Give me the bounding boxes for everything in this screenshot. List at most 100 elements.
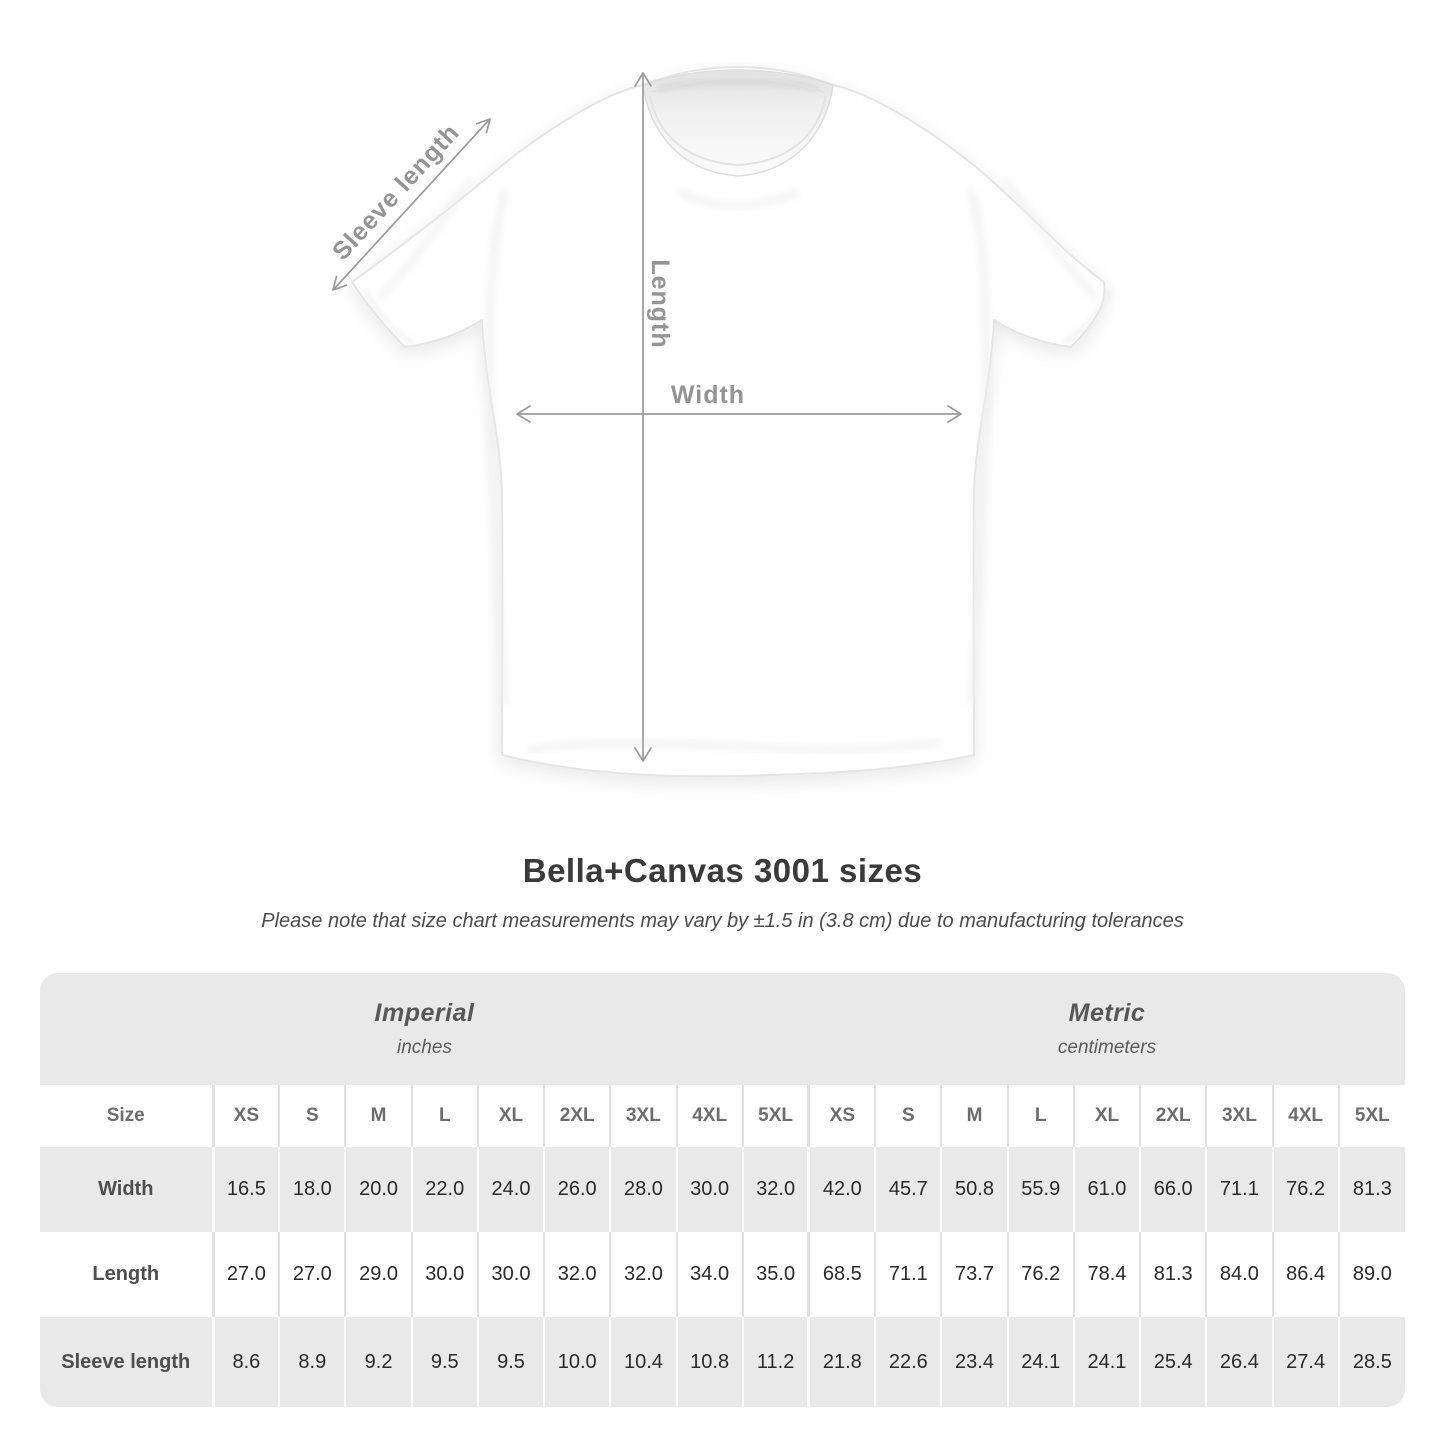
cell-length-metric-xs: 68.5 (807, 1232, 876, 1317)
cell-length-imperial-m: 29.0 (344, 1232, 412, 1317)
size-chart-table: Imperial inches Metric centimeters Size … (40, 973, 1405, 1407)
size-col-metric-4xl: 4XL (1271, 1085, 1339, 1147)
size-col-imperial-l: L (410, 1085, 478, 1147)
cell-width-imperial-2xl: 26.0 (543, 1147, 611, 1232)
cell-sleeve-length-imperial-5xl: 11.2 (741, 1317, 809, 1407)
page-title: Bella+Canvas 3001 sizes (522, 852, 923, 889)
cell-length-metric-l: 76.2 (1006, 1232, 1074, 1317)
tshirt-body (351, 66, 1106, 778)
cell-length-metric-m: 73.7 (940, 1232, 1008, 1317)
size-table-container: Imperial inches Metric centimeters Size … (40, 973, 1405, 1407)
imperial-group-header: Imperial inches (40, 973, 809, 1085)
arrowhead-down-icon (634, 747, 652, 762)
size-col-metric-l: L (1006, 1085, 1074, 1147)
cell-length-imperial-xl: 30.0 (476, 1232, 545, 1317)
measurement-row-sleeve-length: Sleeve length 8.6 8.9 9.2 9.5 9.5 10.0 10.4 10.8… (40, 1317, 1405, 1407)
row-label-sleeve-length: Sleeve length (40, 1317, 213, 1407)
tshirt-graphic (351, 66, 1106, 778)
sleeve-arrow (332, 118, 491, 291)
cell-sleeve-length-metric-5xl: 28.5 (1337, 1317, 1405, 1407)
cell-width-metric-xs: 42.0 (807, 1147, 876, 1232)
size-col-metric-2xl: 2XL (1139, 1085, 1207, 1147)
cell-sleeve-length-imperial-l: 9.5 (410, 1317, 478, 1407)
arrowhead-right-icon (947, 405, 962, 423)
row-label-width: Width (40, 1147, 213, 1232)
cell-sleeve-length-metric-2xl: 25.4 (1139, 1317, 1207, 1407)
cell-length-imperial-5xl: 35.0 (741, 1232, 809, 1317)
cell-width-imperial-xs: 16.5 (211, 1147, 280, 1232)
cell-length-metric-2xl: 81.3 (1139, 1232, 1207, 1317)
size-col-imperial-xs: XS (211, 1085, 280, 1147)
cell-width-imperial-m: 20.0 (344, 1147, 412, 1232)
size-header-row: Size XS S M L XL 2XL 3XL 4XL 5XL XS S M L XL 2XL 3XL 4XL… (40, 1085, 1405, 1147)
cell-sleeve-length-imperial-xl: 9.5 (476, 1317, 545, 1407)
cell-width-metric-l: 55.9 (1006, 1147, 1074, 1232)
cell-width-imperial-3xl: 28.0 (609, 1147, 677, 1232)
arrowhead-downleft-icon (332, 275, 348, 291)
cell-length-metric-4xl: 86.4 (1271, 1232, 1339, 1317)
cell-sleeve-length-metric-xl: 24.1 (1072, 1317, 1141, 1407)
size-col-metric-xs: XS (807, 1085, 876, 1147)
size-col-metric-5xl: 5XL (1337, 1085, 1405, 1147)
width-diagram-label: Width (671, 381, 745, 409)
cell-length-metric-s: 71.1 (874, 1232, 942, 1317)
imperial-group-unit: inches (397, 1037, 452, 1058)
collar (642, 69, 834, 177)
size-col-imperial-5xl: 5XL (741, 1085, 809, 1147)
measurement-rows: Width 16.5 18.0 20.0 22.0 24.0 26.0 28.0 30.0 32.… (40, 1147, 1405, 1407)
cell-sleeve-length-metric-m: 23.4 (940, 1317, 1008, 1407)
cell-sleeve-length-imperial-4xl: 10.8 (675, 1317, 743, 1407)
cell-width-imperial-s: 18.0 (278, 1147, 346, 1232)
fabric-shading (363, 179, 1113, 753)
arrowhead-left-icon (516, 405, 531, 423)
cell-length-imperial-3xl: 32.0 (609, 1232, 677, 1317)
cell-sleeve-length-metric-s: 22.6 (874, 1317, 942, 1407)
cell-sleeve-length-metric-xs: 21.8 (807, 1317, 876, 1407)
length-diagram-label: Length (646, 259, 674, 348)
measurement-row-width: Width 16.5 18.0 20.0 22.0 24.0 26.0 28.0 30.0 32.… (40, 1147, 1405, 1232)
size-col-metric-xl: XL (1072, 1085, 1141, 1147)
cell-sleeve-length-imperial-s: 8.9 (278, 1317, 346, 1407)
tolerance-note: Please note that size chart measurements… (261, 910, 1184, 932)
collar-band-seam (649, 95, 827, 167)
cell-length-metric-5xl: 89.0 (1337, 1232, 1405, 1317)
measurement-arrows (332, 72, 962, 762)
cell-sleeve-length-imperial-xs: 8.6 (211, 1317, 280, 1407)
cell-width-metric-2xl: 66.0 (1139, 1147, 1207, 1232)
cell-width-metric-s: 45.7 (874, 1147, 942, 1232)
arrowhead-upright-icon (475, 118, 491, 134)
size-col-imperial-2xl: 2XL (543, 1085, 611, 1147)
metric-group-unit: centimeters (1057, 1037, 1157, 1058)
cell-length-metric-xl: 78.4 (1072, 1232, 1141, 1317)
cell-width-metric-xl: 61.0 (1072, 1147, 1141, 1232)
cell-width-imperial-l: 22.0 (410, 1147, 478, 1232)
cell-sleeve-length-metric-3xl: 26.4 (1205, 1317, 1273, 1407)
cell-width-imperial-5xl: 32.0 (741, 1147, 809, 1232)
size-column-label: Size (40, 1085, 213, 1147)
cell-length-imperial-xs: 27.0 (211, 1232, 280, 1317)
size-col-imperial-3xl: 3XL (609, 1085, 677, 1147)
cell-width-metric-5xl: 81.3 (1337, 1147, 1405, 1232)
cell-length-imperial-4xl: 34.0 (675, 1232, 743, 1317)
size-col-metric-s: S (874, 1085, 942, 1147)
cell-width-metric-3xl: 71.1 (1205, 1147, 1273, 1232)
size-col-imperial-4xl: 4XL (675, 1085, 743, 1147)
cell-sleeve-length-metric-l: 24.1 (1006, 1317, 1074, 1407)
neck-opening (642, 69, 834, 177)
width-arrow (516, 405, 962, 423)
measurement-row-length: Length 27.0 27.0 29.0 30.0 30.0 32.0 32.0 34.0 35… (40, 1232, 1405, 1317)
tshirt-measurement-diagram: Sleeve length Length Width (327, 66, 1113, 778)
row-label-length: Length (40, 1232, 213, 1317)
cell-length-metric-3xl: 84.0 (1205, 1232, 1273, 1317)
cell-width-imperial-xl: 24.0 (476, 1147, 545, 1232)
size-col-imperial-xl: XL (476, 1085, 545, 1147)
cell-sleeve-length-metric-4xl: 27.4 (1271, 1317, 1339, 1407)
cell-sleeve-length-imperial-3xl: 10.4 (609, 1317, 677, 1407)
cell-width-metric-4xl: 76.2 (1271, 1147, 1339, 1232)
cell-sleeve-length-imperial-m: 9.2 (344, 1317, 412, 1407)
length-arrow (634, 72, 652, 762)
size-col-metric-m: M (940, 1085, 1008, 1147)
metric-group-header: Metric centimeters (808, 973, 1405, 1085)
cell-length-imperial-2xl: 32.0 (543, 1232, 611, 1317)
